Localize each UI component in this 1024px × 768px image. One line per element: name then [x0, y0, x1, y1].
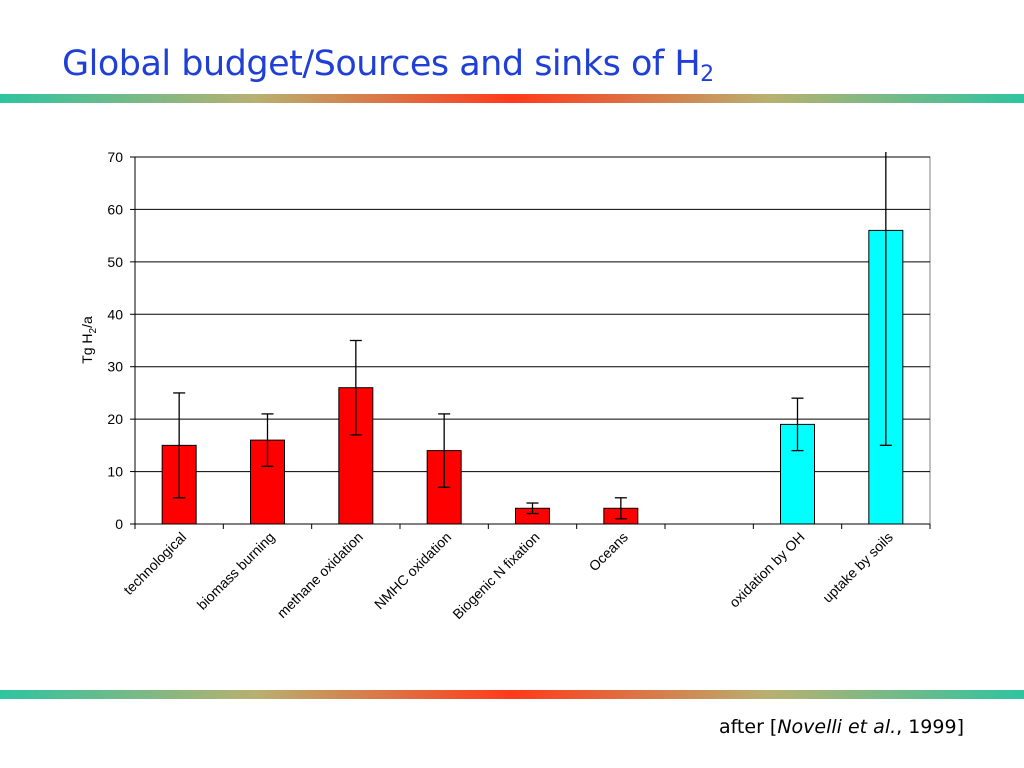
error-bars [173, 152, 892, 520]
slide-title: Global budget/Sources and sinks of H2 [62, 44, 714, 87]
slide-title-text: Global budget/Sources and sinks of H [62, 44, 701, 84]
y-tick-label: 0 [115, 516, 123, 532]
y-tick-label: 50 [107, 254, 123, 270]
citation: after [Novelli et al., 1999] [719, 716, 964, 738]
bars [161, 229, 904, 525]
y-axis-label: Tg H2/a [79, 316, 99, 364]
x-tick-label: technological [120, 529, 189, 598]
x-tick-label: NMHC oxidation [371, 529, 454, 612]
x-tick-label: oxidation by OH [726, 529, 808, 611]
bar-chart: 0 10 20 30 40 50 60 70 technological biomass burn… [79, 149, 931, 622]
x-tick-label: methane oxidation [274, 529, 366, 621]
citation-prefix: after [ [718, 716, 778, 738]
x-tick-label: Oceans [586, 529, 631, 574]
citation-authors: Novelli et al. [777, 716, 897, 738]
x-tick-label: Biogenic N fixation [449, 529, 542, 622]
y-tick-label: 10 [107, 464, 123, 480]
axes [130, 156, 931, 529]
citation-suffix: , 1999] [896, 716, 964, 738]
y-tick-label: 40 [107, 306, 123, 322]
y-tick-label: 30 [107, 359, 123, 375]
x-tick-label: biomass burning [194, 529, 278, 613]
tick-labels: 0 10 20 30 40 50 60 70 technological biomass burn… [107, 149, 896, 622]
y-tick-label: 70 [107, 149, 123, 165]
x-tick-label: uptake by soils [819, 529, 896, 606]
slide-title-subscript: 2 [700, 62, 714, 87]
top-divider [0, 94, 1024, 103]
y-tick-label: 60 [107, 201, 123, 217]
y-tick-label: 20 [107, 411, 123, 427]
bottom-divider [0, 690, 1024, 699]
